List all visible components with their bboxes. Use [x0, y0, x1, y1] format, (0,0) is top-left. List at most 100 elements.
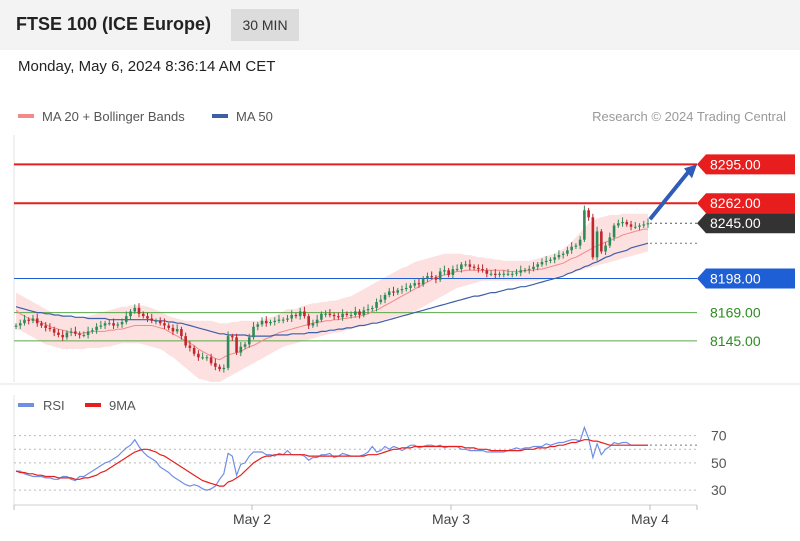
candle-body — [222, 367, 226, 370]
candle-body — [617, 223, 620, 226]
timeframe-button[interactable]: 30 MIN — [231, 9, 299, 41]
price-tag-text: 8245.00 — [710, 215, 761, 231]
candle-body — [146, 316, 149, 319]
candle-body — [243, 344, 247, 347]
candle-body — [18, 323, 22, 326]
price-level-text: 8169.00 — [710, 305, 761, 321]
rsi-panel: 30 50 70 — [14, 425, 727, 498]
candle-body — [553, 257, 556, 260]
candle-body — [120, 322, 124, 325]
candle-body — [625, 222, 629, 225]
candle-body — [137, 307, 141, 314]
candle-body — [379, 299, 383, 303]
candle-body — [451, 269, 455, 275]
candle-body — [477, 267, 480, 270]
candle-body — [515, 272, 518, 274]
candle-body — [167, 325, 170, 328]
candle-body — [502, 273, 506, 275]
candle-body — [188, 345, 192, 348]
candle-body — [328, 313, 332, 315]
candle-body — [460, 264, 463, 270]
candle-body — [498, 273, 501, 275]
price-tag-8245-00 — [697, 213, 795, 234]
candle-body — [180, 329, 183, 337]
candle-body — [387, 291, 391, 295]
candle-body — [447, 270, 450, 275]
candle-body — [549, 259, 552, 261]
rsi-legend-label: RSI — [43, 398, 65, 413]
candle-body — [417, 283, 421, 285]
candle-body — [69, 331, 73, 333]
candle-body — [570, 246, 573, 251]
ma50-legend-label: MA 50 — [236, 109, 273, 124]
header-bar: FTSE 100 (ICE Europe) 30 MIN — [0, 0, 800, 50]
candle-body — [337, 316, 340, 318]
candle-body — [320, 313, 323, 320]
candle-body — [124, 316, 128, 323]
candle-body — [506, 273, 510, 275]
x-axis-label: May 2 — [233, 511, 271, 527]
forecast-arrow-shaft — [648, 171, 690, 221]
candle-body — [519, 270, 523, 273]
price-tag-8295-00 — [697, 154, 795, 175]
x-axis-label: May 4 — [631, 511, 669, 527]
candle-body — [400, 289, 404, 291]
forecast-arrow-head — [684, 164, 697, 179]
candle-body — [35, 318, 39, 324]
candle-body — [383, 294, 387, 300]
candle-body — [239, 346, 243, 353]
candle-body — [57, 332, 60, 335]
ma9-legend-label: 9MA — [109, 398, 136, 413]
candle-body — [642, 224, 646, 226]
candle-body — [108, 323, 111, 325]
candle-body — [404, 287, 408, 290]
price-tag-8198-00 — [697, 268, 795, 289]
candle-body — [413, 283, 417, 286]
candle-body — [510, 273, 514, 275]
candle-body — [587, 210, 590, 218]
candle-body — [273, 320, 277, 323]
candle-body — [74, 331, 77, 334]
candle-body — [95, 326, 98, 331]
candle-body — [566, 250, 569, 254]
candle-body — [481, 269, 484, 271]
price-level-text: 8145.00 — [710, 333, 761, 349]
x-axis-label: May 3 — [432, 511, 470, 527]
candle-body — [409, 285, 412, 288]
candle-body — [421, 278, 425, 285]
candle-body — [315, 319, 319, 324]
candle-body — [48, 327, 52, 330]
candle-body — [252, 326, 255, 338]
candle-body — [583, 210, 586, 240]
candle-body — [604, 245, 607, 252]
candle-body — [256, 324, 260, 327]
candle-body — [332, 314, 336, 317]
candle-body — [298, 311, 302, 317]
candle-body — [600, 231, 603, 252]
candle-body — [269, 322, 272, 324]
candle-body — [99, 325, 103, 327]
candle-body — [349, 314, 353, 316]
bollinger-band-fill — [16, 213, 648, 382]
candle-body — [158, 320, 162, 324]
candle-body — [612, 225, 616, 238]
candle-body — [341, 313, 344, 318]
candle-body — [218, 366, 221, 370]
candle-body — [303, 311, 306, 317]
rsi-ma9-line — [15, 439, 648, 487]
candle-body — [31, 318, 35, 321]
ma9-legend-swatch — [85, 403, 101, 407]
candle-body — [595, 231, 599, 258]
candle-body — [608, 237, 612, 246]
candle-body — [40, 323, 43, 326]
candle-body — [294, 314, 298, 317]
candle-body — [133, 307, 137, 312]
candle-body — [443, 270, 446, 272]
rsi-tick-label: 50 — [711, 455, 727, 471]
candle-body — [392, 291, 395, 293]
candle-body — [375, 302, 378, 308]
candle-body — [345, 313, 349, 315]
candle-body — [281, 319, 285, 321]
candle-body — [290, 314, 294, 319]
candle-body — [489, 273, 493, 275]
